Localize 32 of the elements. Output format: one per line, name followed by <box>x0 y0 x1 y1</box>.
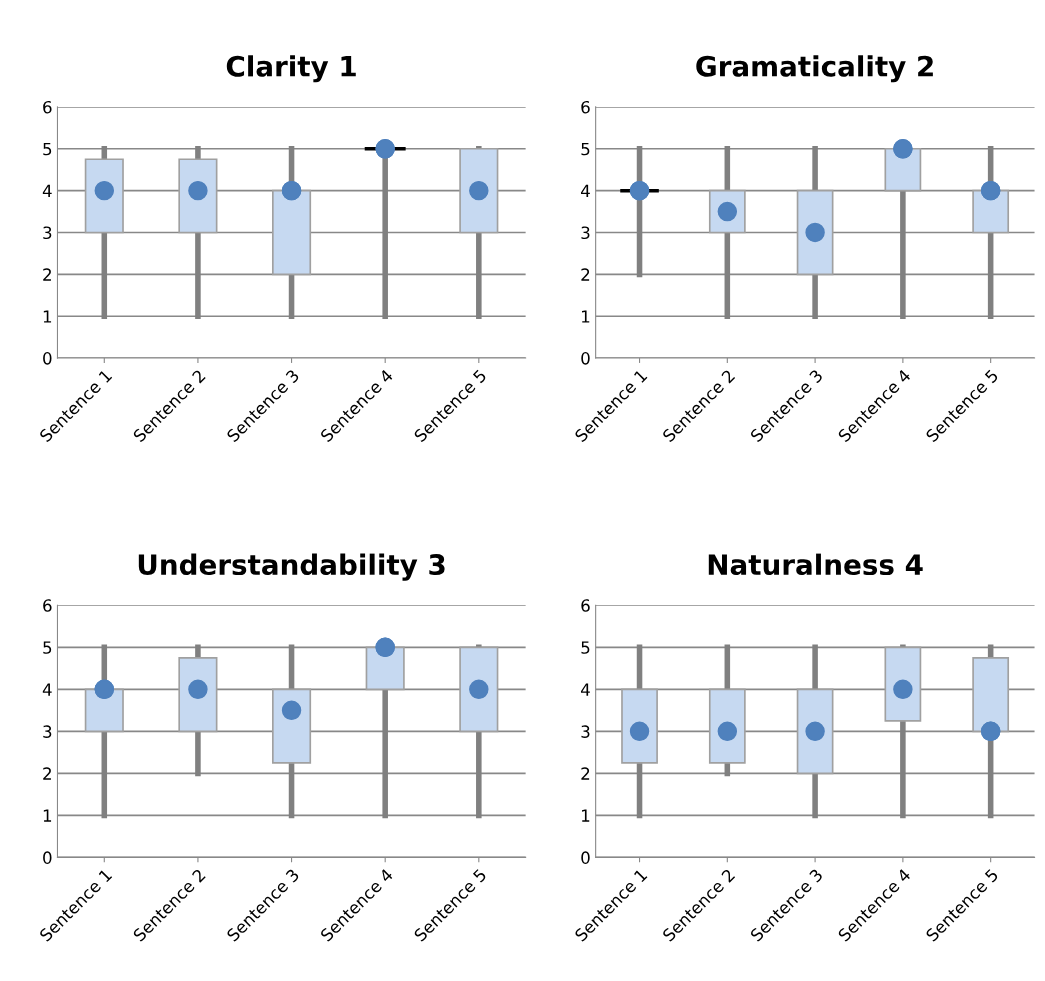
chart-title: Clarity 1 <box>226 55 356 83</box>
y-tick-label: 1 <box>43 310 52 323</box>
y-tick-label: 4 <box>581 683 590 696</box>
y-tick-label: 0 <box>43 851 52 864</box>
y-tick-label: 2 <box>43 767 51 780</box>
y-tick-label: 2 <box>43 268 51 281</box>
chart-title: Understandability 3 <box>138 553 445 581</box>
chart-title: Naturalness 4 <box>708 553 923 576</box>
y-tick-label: 1 <box>582 809 590 822</box>
y-tick-label: 0 <box>581 352 590 365</box>
y-tick-label: 6 <box>43 100 52 114</box>
y-tick-label: 5 <box>43 142 52 156</box>
y-tick-label: 5 <box>43 641 52 654</box>
y-tick-label: 5 <box>581 641 590 654</box>
y-tick-label: 6 <box>43 599 52 612</box>
y-tick-label: 1 <box>43 809 52 822</box>
y-tick-label: 3 <box>43 725 52 738</box>
y-tick-label: 6 <box>581 100 590 114</box>
y-tick-label: 4 <box>42 184 52 197</box>
y-tick-label: 4 <box>581 184 590 197</box>
y-tick-label: 2 <box>581 767 590 780</box>
y-tick-label: 3 <box>43 226 52 240</box>
y-tick-label: 3 <box>581 226 590 240</box>
y-tick-label: 1 <box>582 310 590 323</box>
y-tick-label: 0 <box>43 352 52 365</box>
y-tick-label: 4 <box>42 683 52 696</box>
y-tick-label: 2 <box>581 268 590 281</box>
y-tick-label: 5 <box>581 142 590 156</box>
y-tick-label: 0 <box>581 851 590 864</box>
y-tick-label: 3 <box>581 725 590 738</box>
chart-title: Gramaticality 2 <box>696 55 933 83</box>
y-tick-label: 6 <box>581 599 590 612</box>
